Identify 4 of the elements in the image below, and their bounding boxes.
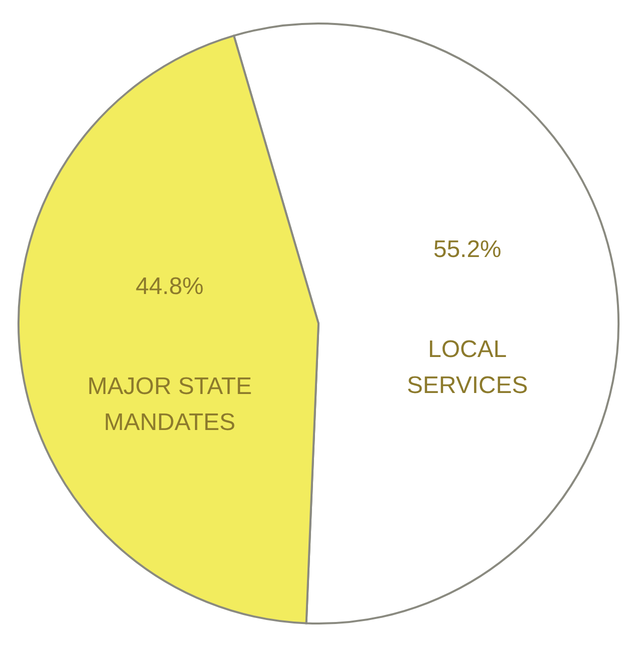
- slice-label: LOCAL SERVICES: [406, 336, 528, 400]
- data-label: 44.8%: [136, 272, 204, 300]
- data-label: 55.2%: [433, 236, 502, 264]
- slice-label: MAJOR STATE MANDATES: [87, 372, 252, 436]
